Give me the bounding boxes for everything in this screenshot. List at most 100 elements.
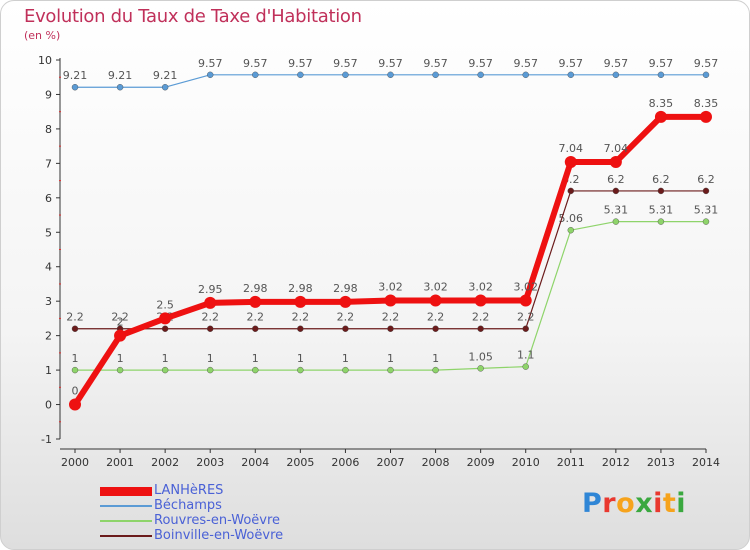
data-label-lanh-res: 7.04	[604, 142, 629, 155]
data-point-boinville-en-wo-vre	[567, 187, 574, 195]
data-point-boinville-en-wo-vre	[71, 325, 79, 332]
data-label-b-champs: 9.57	[468, 57, 493, 70]
y-tick-label-7: 7	[45, 157, 52, 170]
data-point-b-champs	[71, 84, 79, 91]
data-point-boinville-en-wo-vre	[387, 325, 394, 332]
x-tick-label-2011: 2011	[557, 456, 585, 469]
data-label-lanh-res: 2	[117, 316, 124, 329]
logo-letter: r	[602, 488, 617, 519]
data-label-boinville-en-wo-vre: 2.2	[337, 311, 355, 324]
y-tick-label-8: 8	[45, 123, 52, 136]
data-point-boinville-en-wo-vre	[207, 325, 214, 332]
data-point-b-champs	[297, 71, 304, 79]
x-tick-label-2010: 2010	[512, 456, 540, 469]
data-point-lanh-res	[249, 295, 262, 308]
data-point-rouvres-en-wo-vre	[522, 363, 529, 370]
data-label-rouvres-en-wo-vre: 1	[207, 352, 214, 365]
legend-swatch	[100, 535, 152, 537]
data-point-b-champs	[702, 71, 710, 79]
data-point-boinville-en-wo-vre	[477, 325, 484, 332]
y-tick-label-10: 10	[38, 54, 52, 67]
x-tick-label-2008: 2008	[422, 456, 450, 469]
data-point-lanh-res	[69, 398, 81, 411]
data-label-rouvres-en-wo-vre: 5.31	[604, 204, 629, 217]
data-point-boinville-en-wo-vre	[252, 325, 259, 332]
logo-letter: i	[653, 488, 663, 519]
data-label-rouvres-en-wo-vre: 1	[432, 352, 439, 365]
data-label-boinville-en-wo-vre: 6.2	[697, 173, 715, 186]
data-point-rouvres-en-wo-vre	[71, 366, 79, 374]
data-point-rouvres-en-wo-vre	[432, 366, 439, 374]
data-label-rouvres-en-wo-vre: 5.06	[559, 212, 584, 225]
data-point-rouvres-en-wo-vre	[161, 366, 169, 374]
data-label-rouvres-en-wo-vre: 1	[72, 352, 79, 365]
data-label-b-champs: 9.21	[153, 69, 178, 82]
logo-letter: o	[616, 488, 636, 519]
data-point-b-champs	[342, 71, 349, 79]
y-tick-label-2: 2	[45, 330, 52, 343]
data-label-boinville-en-wo-vre: 2.2	[382, 311, 400, 324]
data-label-boinville-en-wo-vre: 2.2	[201, 311, 219, 324]
data-label-b-champs: 9.57	[649, 57, 674, 70]
data-point-rouvres-en-wo-vre	[342, 366, 349, 374]
data-label-boinville-en-wo-vre: 2.2	[517, 311, 535, 324]
data-label-lanh-res: 3.02	[378, 280, 403, 293]
data-point-b-champs	[387, 71, 394, 79]
data-label-rouvres-en-wo-vre: 1	[162, 352, 169, 365]
data-label-rouvres-en-wo-vre: 1.05	[468, 350, 493, 363]
data-point-boinville-en-wo-vre	[161, 325, 169, 332]
data-point-lanh-res	[519, 294, 532, 307]
data-point-boinville-en-wo-vre	[342, 325, 349, 332]
data-point-b-champs	[432, 71, 439, 79]
x-tick-label-2003: 2003	[196, 456, 224, 469]
data-label-lanh-res: 2.98	[288, 282, 313, 295]
logo-letter: i	[676, 488, 687, 519]
y-tick-label-3: 3	[45, 295, 52, 308]
data-point-boinville-en-wo-vre	[432, 325, 439, 332]
data-point-rouvres-en-wo-vre	[657, 218, 665, 225]
logo-letter: P	[582, 488, 603, 519]
data-point-lanh-res	[609, 155, 622, 168]
y-axis-unit: (en %)	[24, 29, 61, 42]
y-tick-label-4: 4	[45, 261, 52, 274]
data-label-b-champs: 9.21	[108, 69, 133, 82]
data-point-rouvres-en-wo-vre	[702, 218, 710, 225]
data-label-lanh-res: 3.02	[513, 280, 538, 293]
data-label-b-champs: 9.57	[333, 57, 358, 70]
data-point-b-champs	[116, 84, 124, 91]
data-label-lanh-res: 2.98	[333, 282, 358, 295]
legend-swatch	[100, 520, 152, 522]
data-point-boinville-en-wo-vre	[297, 325, 304, 332]
data-label-boinville-en-wo-vre: 2.2	[427, 311, 445, 324]
data-point-rouvres-en-wo-vre	[567, 227, 574, 234]
data-point-lanh-res	[204, 296, 217, 309]
data-point-rouvres-en-wo-vre	[477, 365, 484, 372]
data-point-b-champs	[612, 71, 620, 79]
logo-letter: x	[635, 488, 654, 519]
y-tick-label-1: 1	[45, 364, 52, 377]
data-point-b-champs	[207, 71, 214, 79]
data-label-lanh-res: 2.95	[198, 283, 223, 296]
data-point-rouvres-en-wo-vre	[612, 218, 620, 225]
data-label-lanh-res: 3.02	[468, 280, 493, 293]
data-label-lanh-res: 3.02	[423, 280, 448, 293]
data-label-b-champs: 9.21	[63, 69, 88, 82]
data-label-b-champs: 9.57	[423, 57, 448, 70]
logo-letter: t	[662, 488, 677, 519]
x-tick-label-2012: 2012	[602, 456, 630, 469]
data-point-boinville-en-wo-vre	[612, 187, 620, 195]
data-label-boinville-en-wo-vre: 6.2	[607, 173, 625, 186]
data-point-rouvres-en-wo-vre	[207, 366, 214, 374]
data-label-rouvres-en-wo-vre: 5.31	[694, 204, 719, 217]
x-tick-label-2009: 2009	[467, 456, 495, 469]
data-label-b-champs: 9.57	[378, 57, 403, 70]
data-point-lanh-res	[159, 312, 172, 325]
data-label-lanh-res: 8.35	[649, 97, 674, 110]
data-label-boinville-en-wo-vre: 2.2	[247, 311, 265, 324]
data-label-boinville-en-wo-vre: 2.2	[66, 311, 84, 324]
legend-swatch	[100, 486, 152, 496]
data-point-boinville-en-wo-vre	[702, 187, 710, 195]
x-tick-label-2013: 2013	[647, 456, 675, 469]
data-label-lanh-res: 8.35	[694, 97, 719, 110]
